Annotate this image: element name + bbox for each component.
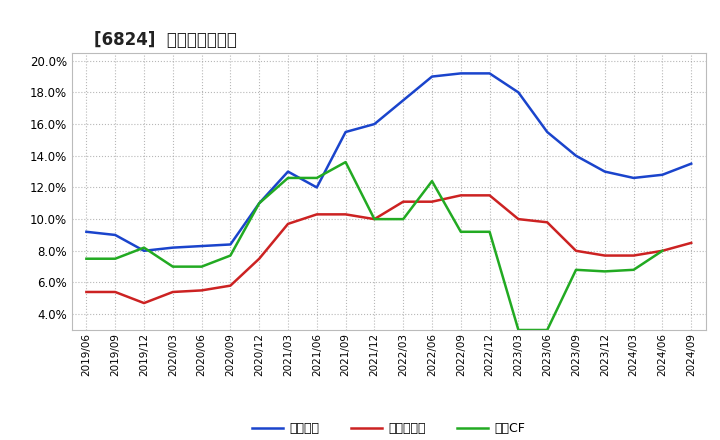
- 経常利益: [140, 248, 148, 253]
- 経常利益: [572, 153, 580, 158]
- 営業CF: [312, 175, 321, 180]
- 営業CF: [140, 245, 148, 250]
- 当期純利益: [514, 216, 523, 222]
- 当期純利益: [687, 240, 696, 246]
- 営業CF: [111, 256, 120, 261]
- 当期純利益: [341, 212, 350, 217]
- 当期純利益: [168, 290, 177, 295]
- 営業CF: [370, 216, 379, 222]
- 経常利益: [168, 245, 177, 250]
- 経常利益: [687, 161, 696, 166]
- 当期純利益: [428, 199, 436, 204]
- 経常利益: [485, 71, 494, 76]
- 当期純利益: [312, 212, 321, 217]
- 営業CF: [168, 264, 177, 269]
- 当期純利益: [399, 199, 408, 204]
- 当期純利益: [629, 253, 638, 258]
- 当期純利益: [485, 193, 494, 198]
- 当期純利益: [82, 290, 91, 295]
- 経常利益: [370, 121, 379, 127]
- 当期純利益: [572, 248, 580, 253]
- 営業CF: [284, 175, 292, 180]
- 営業CF: [629, 267, 638, 272]
- 営業CF: [399, 216, 408, 222]
- 経常利益: [312, 185, 321, 190]
- 経常利益: [284, 169, 292, 174]
- 営業CF: [658, 248, 667, 253]
- 経常利益: [428, 74, 436, 79]
- Line: 経常利益: 経常利益: [86, 73, 691, 251]
- 営業CF: [197, 264, 206, 269]
- 経常利益: [341, 129, 350, 135]
- 経常利益: [456, 71, 465, 76]
- 当期純利益: [370, 216, 379, 222]
- 営業CF: [82, 256, 91, 261]
- Line: 当期純利益: 当期純利益: [86, 195, 691, 303]
- 経常利益: [629, 175, 638, 180]
- 経常利益: [82, 229, 91, 235]
- 営業CF: [226, 253, 235, 258]
- Text: [6824]  マージンの推移: [6824] マージンの推移: [94, 31, 236, 49]
- 当期純利益: [226, 283, 235, 288]
- 営業CF: [572, 267, 580, 272]
- 当期純利益: [456, 193, 465, 198]
- Line: 営業CF: 営業CF: [86, 162, 662, 330]
- 営業CF: [543, 327, 552, 333]
- 当期純利益: [140, 301, 148, 306]
- 当期純利益: [284, 221, 292, 227]
- 営業CF: [255, 201, 264, 206]
- 当期純利益: [197, 288, 206, 293]
- 経常利益: [658, 172, 667, 177]
- 当期純利益: [543, 220, 552, 225]
- 経常利益: [226, 242, 235, 247]
- 経常利益: [399, 98, 408, 103]
- 経常利益: [255, 201, 264, 206]
- 当期純利益: [600, 253, 609, 258]
- 営業CF: [485, 229, 494, 235]
- Legend: 経常利益, 当期純利益, 営業CF: 経常利益, 当期純利益, 営業CF: [247, 417, 531, 440]
- 経常利益: [543, 129, 552, 135]
- 営業CF: [428, 179, 436, 184]
- 営業CF: [456, 229, 465, 235]
- 営業CF: [600, 269, 609, 274]
- 当期純利益: [658, 248, 667, 253]
- 営業CF: [341, 159, 350, 165]
- 経常利益: [514, 90, 523, 95]
- 当期純利益: [111, 290, 120, 295]
- 当期純利益: [255, 256, 264, 261]
- 経常利益: [197, 243, 206, 249]
- 経常利益: [111, 232, 120, 238]
- 営業CF: [514, 327, 523, 333]
- 経常利益: [600, 169, 609, 174]
